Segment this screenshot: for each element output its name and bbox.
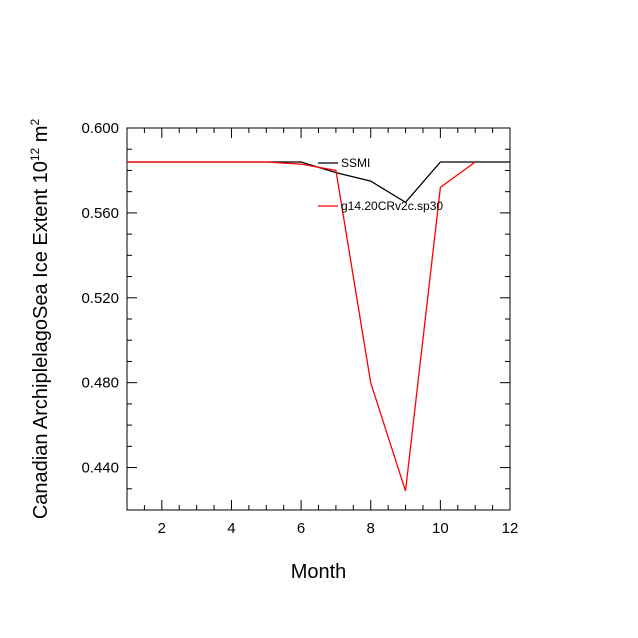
plot-frame	[126, 127, 511, 511]
y-tick-label: 0.560	[81, 205, 119, 222]
ticks-layer: 2 4 6 8 10 12 0.440 0.480 0.520 0.560 0.600	[81, 120, 518, 537]
x-axis-title: Month	[291, 561, 347, 583]
x-tick-label: 4	[227, 520, 235, 537]
y-axis-title-unit: m	[30, 126, 52, 148]
y-axis-title-unit-exponent: 2	[28, 119, 42, 126]
y-axis-title-main: Canadian ArchiplelagoSea Ice Extent 10	[30, 161, 52, 519]
y-tick-label: 0.520	[81, 290, 119, 307]
series-layer	[127, 161, 510, 492]
legend-label: g14.20CRv2c.sp30	[341, 199, 443, 213]
x-tick-label: 8	[367, 520, 375, 537]
y-tick-label: 0.600	[81, 120, 119, 137]
x-tick-label: 2	[158, 520, 166, 537]
series-line-model	[127, 161, 476, 492]
x-tick-label: 10	[432, 520, 449, 537]
legend: SSMI g14.20CRv2c.sp30	[318, 156, 443, 213]
x-tick-label: 12	[502, 520, 519, 537]
legend-label: SSMI	[341, 156, 370, 170]
y-axis-title: Canadian ArchiplelagoSea Ice Extent 1012…	[28, 119, 52, 520]
y-axis-title-exponent: 12	[28, 147, 42, 161]
y-tick-label: 0.480	[81, 375, 119, 392]
y-tick-label: 0.440	[81, 460, 119, 477]
series-line-ssmi	[127, 161, 510, 204]
x-tick-label: 6	[297, 520, 305, 537]
